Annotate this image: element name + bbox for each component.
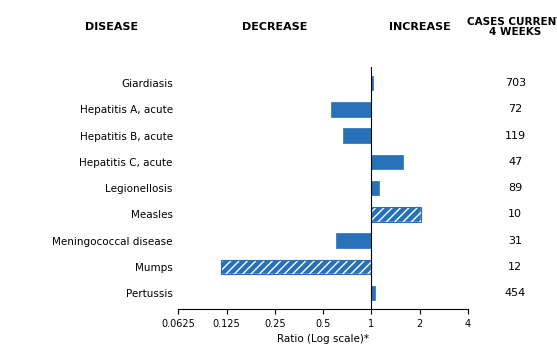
Bar — [372, 181, 379, 195]
Bar — [372, 286, 375, 300]
Text: DISEASE: DISEASE — [85, 22, 138, 32]
Text: 47: 47 — [508, 157, 522, 167]
Text: 31: 31 — [508, 236, 522, 246]
Text: 119: 119 — [505, 131, 526, 141]
Text: 72: 72 — [508, 104, 522, 114]
Bar — [372, 76, 373, 91]
Text: CASES CURRENT: CASES CURRENT — [467, 17, 557, 27]
Bar — [372, 207, 421, 222]
X-axis label: Ratio (Log scale)*: Ratio (Log scale)* — [277, 334, 369, 344]
Bar — [221, 260, 372, 274]
Bar — [372, 207, 421, 222]
Text: 12: 12 — [508, 262, 522, 272]
Text: 454: 454 — [505, 288, 526, 298]
Bar — [221, 260, 372, 274]
Text: 89: 89 — [508, 183, 522, 193]
Bar — [331, 102, 372, 117]
Text: 10: 10 — [508, 209, 522, 219]
Bar — [336, 234, 372, 248]
Text: DECREASE: DECREASE — [242, 22, 307, 32]
Bar — [344, 129, 372, 143]
Text: 4 WEEKS: 4 WEEKS — [489, 27, 541, 37]
Text: 703: 703 — [505, 78, 526, 88]
Text: INCREASE: INCREASE — [389, 22, 451, 32]
Bar — [372, 155, 403, 169]
